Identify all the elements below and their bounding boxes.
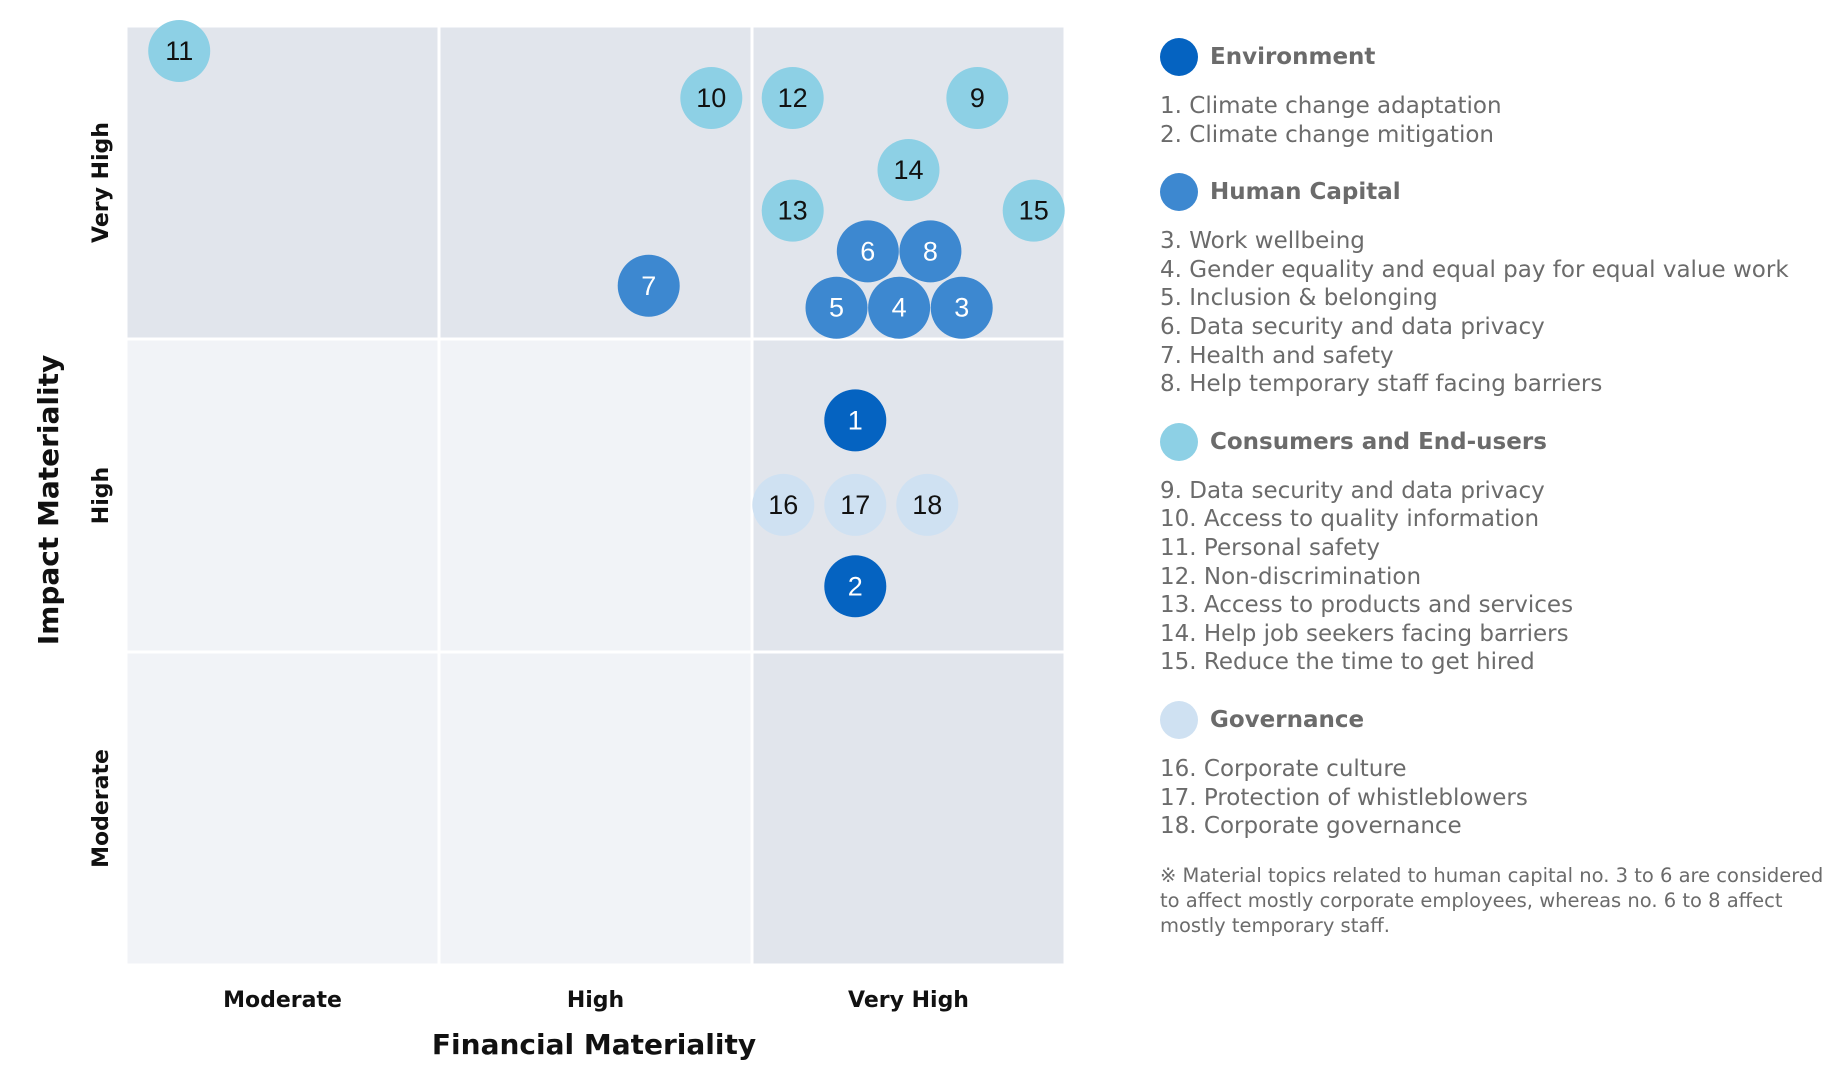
legend-item: 14. Help job seekers facing barriers — [1160, 620, 1569, 647]
legend-item: 18. Corporate governance — [1160, 813, 1462, 840]
point-label: 17 — [840, 490, 870, 520]
point-label: 1 — [848, 405, 863, 435]
materiality-matrix: Moderate High Very High Moderate High Very H… — [32, 20, 1067, 1061]
legend-item: 11. Personal safety — [1160, 534, 1380, 561]
point-marker — [148, 20, 211, 83]
legend-item: 5. Inclusion & belonging — [1160, 285, 1438, 312]
legend-group-title: Governance — [1210, 706, 1365, 733]
legend-item: 3. Work wellbeing — [1160, 228, 1365, 255]
point-marker — [824, 555, 887, 618]
legend-item: 15. Reduce the time to get hired — [1160, 649, 1535, 676]
footnote: ※ Material topics related to human capit… — [1160, 863, 1824, 937]
point-label: 9 — [970, 83, 985, 113]
point-marker — [836, 220, 899, 283]
point-label: 18 — [912, 490, 942, 520]
legend-group-header: Governance — [1160, 699, 1840, 741]
legend-list: 16. Corporate culture 17. Protection of w… — [1160, 755, 1840, 841]
x-axis-title: Financial Materiality — [432, 1028, 756, 1061]
legend-group-title: Human Capital — [1210, 179, 1401, 206]
point-marker — [617, 254, 680, 317]
legend-item: 1. Climate change adaptation — [1160, 93, 1502, 119]
point-label: 14 — [893, 155, 923, 185]
legend-item: 2. Climate change mitigation — [1160, 121, 1494, 148]
legend-list: 1. Climate change adaptation 2. Climate c… — [1160, 92, 1840, 149]
legend-swatch — [1160, 38, 1198, 76]
point-label: 10 — [696, 83, 726, 113]
legend-swatch — [1160, 422, 1198, 461]
legend-group: Environment 1. Climate change adaptation 2… — [1160, 36, 1840, 149]
legend-item: 16. Corporate culture — [1160, 755, 1407, 782]
point-marker — [899, 220, 962, 283]
quadrant-cell — [750, 650, 1067, 967]
legend-item: 17. Protection of whistleblowers — [1160, 784, 1528, 811]
legend-item: 9. Data security and data privacy — [1160, 477, 1545, 504]
point-label: 11 — [165, 36, 193, 66]
point-label: 7 — [641, 271, 656, 301]
legend-group-header: Human Capital — [1160, 171, 1840, 213]
legend-item: 8. Help temporary staff facing barriers — [1160, 371, 1603, 398]
point-label: 2 — [848, 571, 863, 601]
point-label: 8 — [923, 236, 938, 266]
y-tick-label: Moderate — [89, 749, 114, 868]
point-marker — [761, 66, 824, 129]
point-marker — [680, 66, 743, 129]
legend-item: 7. Health and safety — [1160, 342, 1394, 369]
legend-item: 6. Data security and data privacy — [1160, 313, 1545, 340]
legend-list: 3. Work wellbeing 4. Gender equality and … — [1160, 227, 1840, 399]
y-tick-label: Very High — [89, 122, 114, 243]
x-axis-ticks: Moderate High Very High — [223, 988, 969, 1013]
point-label: 4 — [892, 293, 907, 323]
legend-group-title: Consumers and End-users — [1210, 428, 1547, 455]
point-label: 15 — [1019, 196, 1049, 226]
point-marker — [946, 66, 1009, 129]
point-marker — [896, 473, 959, 536]
point-label: 6 — [860, 236, 875, 266]
x-tick-label: High — [567, 988, 624, 1013]
y-tick-label: High — [89, 467, 114, 524]
y-axis-title: Impact Materiality — [32, 355, 65, 646]
legend-item: 4. Gender equality and equal pay for equ… — [1160, 256, 1789, 283]
legend-group: Governance 16. Corporate culture 17. Prote… — [1160, 699, 1840, 841]
point-marker — [752, 473, 815, 536]
quadrant-grid — [124, 24, 1067, 967]
point-marker — [868, 276, 931, 339]
legend-list: 9. Data security and data privacy 10. Acc… — [1160, 477, 1840, 677]
legend-item: 13. Access to products and services — [1160, 592, 1574, 619]
legend-group: Human Capital 3. Work wellbeing 4. Gender … — [1160, 171, 1840, 399]
legend-swatch — [1160, 700, 1198, 739]
x-tick-label: Moderate — [223, 988, 342, 1013]
point-marker — [824, 389, 887, 452]
point-marker — [824, 473, 887, 536]
quadrant-cell — [437, 337, 754, 654]
point-marker — [805, 276, 868, 339]
legend-group-title: Environment — [1210, 44, 1376, 70]
quadrant-cell — [124, 650, 441, 967]
legend-item: 10. Access to quality information — [1160, 506, 1540, 533]
legend: Environment 1. Climate change adaptation 2… — [1160, 36, 1840, 938]
point-marker — [877, 138, 940, 201]
point-label: 5 — [829, 293, 844, 323]
y-axis-ticks: Moderate High Very High — [89, 122, 114, 868]
point-label: 16 — [768, 490, 798, 520]
x-tick-label: Very High — [848, 988, 969, 1013]
point-label: 13 — [778, 196, 808, 226]
legend-swatch — [1160, 173, 1198, 212]
point-marker — [761, 179, 824, 242]
point-marker — [930, 276, 993, 339]
point-label: 12 — [778, 83, 808, 113]
legend-group: Consumers and End-users 9. Data security … — [1160, 421, 1840, 677]
quadrant-cell — [437, 650, 754, 967]
quadrant-cell — [124, 337, 441, 654]
point-marker — [1002, 179, 1065, 242]
point-label: 3 — [954, 293, 969, 323]
legend-group-header: Consumers and End-users — [1160, 421, 1840, 463]
legend-item: 12. Non-discrimination — [1160, 563, 1422, 590]
legend-group-header: Environment — [1160, 36, 1840, 78]
